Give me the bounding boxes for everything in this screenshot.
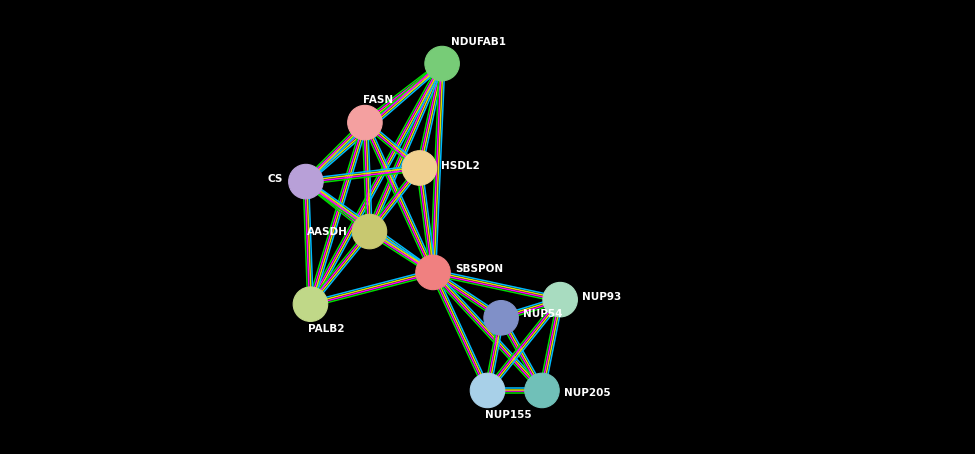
Circle shape	[525, 373, 560, 408]
Text: NUP205: NUP205	[564, 388, 610, 398]
Circle shape	[543, 282, 577, 317]
Circle shape	[352, 214, 387, 249]
Text: CS: CS	[268, 174, 283, 184]
Circle shape	[470, 373, 505, 408]
Text: NUP93: NUP93	[582, 292, 621, 302]
Text: NUP155: NUP155	[486, 410, 531, 420]
Text: NDUFAB1: NDUFAB1	[451, 37, 506, 47]
Text: PALB2: PALB2	[308, 324, 345, 334]
Circle shape	[402, 151, 437, 185]
Circle shape	[415, 255, 450, 290]
Text: FASN: FASN	[363, 95, 393, 105]
Text: HSDL2: HSDL2	[442, 161, 480, 171]
Circle shape	[348, 105, 382, 140]
Circle shape	[289, 164, 323, 199]
Circle shape	[293, 287, 328, 321]
Text: SBSPON: SBSPON	[454, 264, 503, 274]
Text: AASDH: AASDH	[307, 227, 348, 237]
Text: NUP54: NUP54	[523, 309, 563, 319]
Circle shape	[484, 301, 519, 335]
Circle shape	[425, 46, 459, 81]
